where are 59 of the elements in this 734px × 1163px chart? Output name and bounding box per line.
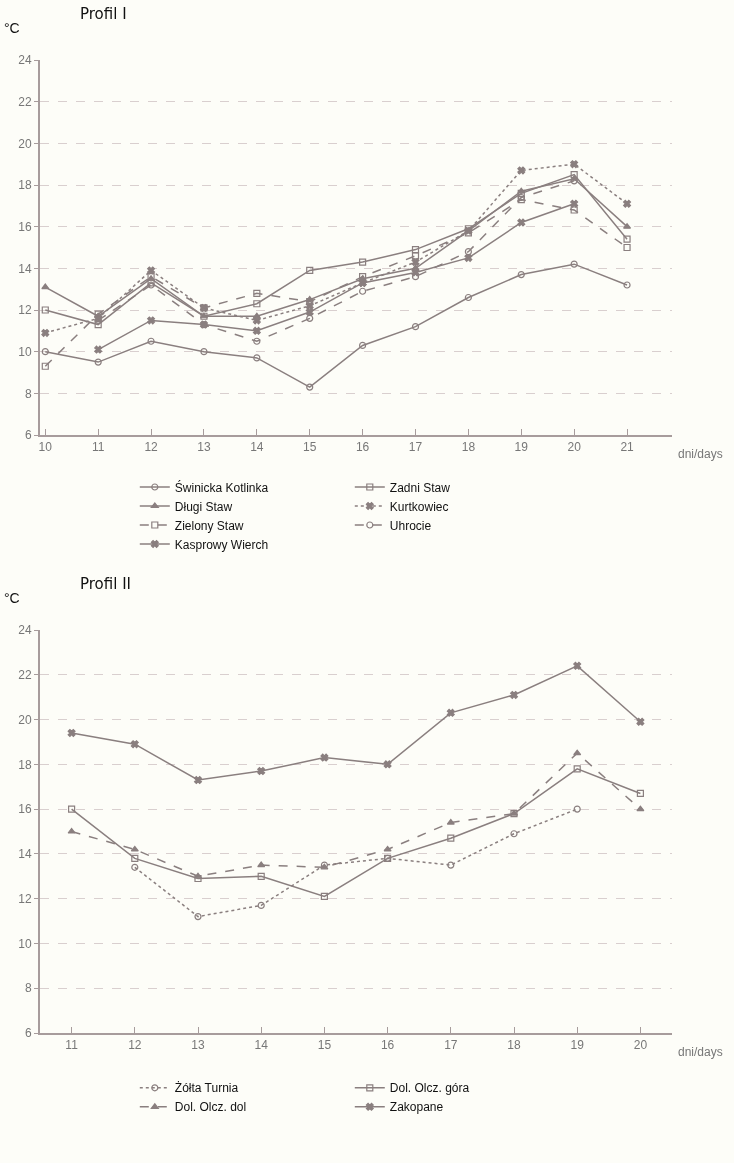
legend-label: Uhrocie: [389, 518, 432, 533]
x-tick-label: 10: [38, 440, 53, 455]
y-tick-label: 14: [18, 847, 32, 862]
x-tick-label: 11: [91, 440, 105, 455]
y-tick-label: 24: [18, 53, 32, 68]
legend-label: Dol. Olcz. góra: [389, 1081, 470, 1096]
y-axis-title: °C: [4, 20, 20, 36]
y-tick-label: 12: [18, 303, 32, 318]
legend-label: Żółta Turnia: [174, 1081, 239, 1096]
y-tick-label: 24: [18, 623, 32, 638]
y-tick-label: 18: [18, 178, 32, 193]
legend-label: Dol. Olcz. dol: [174, 1100, 247, 1115]
legend-label: Kurtkowiec: [389, 499, 449, 514]
y-tick-label: 8: [24, 386, 32, 401]
y-tick-label: 22: [18, 94, 32, 109]
x-axis-title: dni/days: [678, 1045, 723, 1059]
legend-label: Zadni Staw: [389, 480, 451, 495]
x-tick-label: 13: [197, 440, 211, 455]
y-axis-title: °C: [4, 590, 20, 606]
x-tick-label: 18: [507, 1038, 521, 1053]
y-tick-label: 8: [24, 981, 32, 996]
x-tick-label: 15: [317, 1038, 332, 1053]
x-tick-label: 19: [570, 1038, 585, 1053]
x-tick-label: 14: [254, 1038, 269, 1053]
x-axis-title: dni/days: [678, 447, 723, 461]
y-tick-label: 20: [18, 712, 32, 727]
y-tick-label: 14: [18, 261, 32, 276]
x-tick-label: 13: [191, 1038, 205, 1053]
y-tick-label: 20: [18, 136, 32, 151]
legend-label: Świnicka Kotlinka: [174, 479, 269, 495]
x-tick-label: 14: [250, 440, 264, 455]
x-tick-label: 16: [355, 440, 370, 455]
x-tick-label: 19: [514, 440, 529, 455]
legend-label: Zielony Staw: [174, 518, 244, 533]
x-tick-label: 20: [633, 1038, 648, 1053]
legend-label: Zakopane: [389, 1100, 444, 1115]
y-tick-label: 16: [18, 219, 32, 234]
y-tick-label: 10: [18, 936, 32, 951]
y-tick-label: 6: [24, 428, 32, 443]
x-tick-label: 15: [303, 440, 317, 455]
chart-title: Profil I: [80, 5, 127, 24]
y-tick-label: 18: [18, 757, 32, 772]
y-tick-label: 22: [18, 667, 32, 682]
y-tick-label: 12: [18, 891, 32, 906]
y-tick-label: 16: [18, 802, 32, 817]
legend-label: Kasprowy Wierch: [174, 537, 269, 552]
x-tick-label: 17: [444, 1038, 458, 1053]
legend-label: Długi Staw: [174, 499, 233, 514]
x-tick-label: 16: [380, 1038, 395, 1053]
x-tick-label: 21: [620, 440, 635, 455]
x-tick-label: 17: [408, 440, 423, 455]
x-tick-label: 20: [567, 440, 582, 455]
x-tick-label: 11: [65, 1038, 79, 1053]
chart-title: Profil II: [80, 575, 132, 594]
y-tick-label: 10: [18, 344, 32, 359]
x-tick-label: 12: [144, 440, 159, 455]
y-tick-label: 6: [24, 1026, 32, 1041]
x-tick-label: 12: [128, 1038, 142, 1053]
x-tick-label: 18: [461, 440, 476, 455]
